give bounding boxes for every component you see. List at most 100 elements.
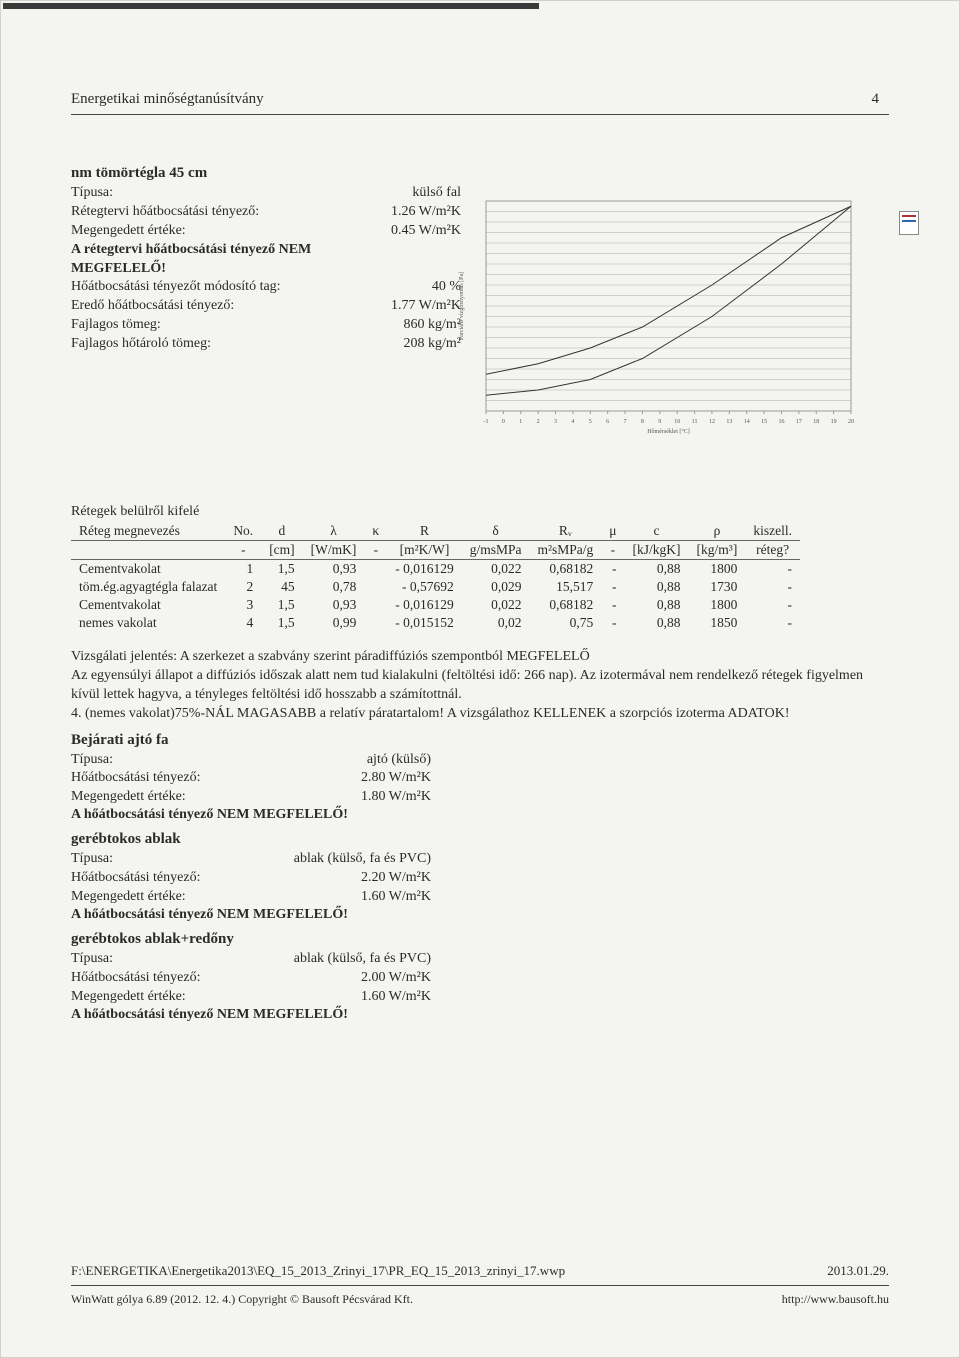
- svg-text:15: 15: [761, 419, 767, 425]
- property-row: Típusa:ablak (külső, fa és PVC): [71, 950, 889, 969]
- property-row: Típusa:ajtó (külső): [71, 751, 889, 770]
- header-rule: [71, 114, 889, 115]
- property-value: 1.77 W/m²K: [321, 297, 461, 316]
- page-number: 4: [872, 91, 880, 108]
- property-value: 1.26 W/m²K: [321, 203, 461, 222]
- property-label: Típusa:: [71, 184, 321, 203]
- property-label: Hőátbocsátási tényező:: [71, 869, 261, 888]
- svg-text:9: 9: [658, 419, 661, 425]
- property-label: Hőátbocsátási tényezőt módosító tag:: [71, 278, 321, 297]
- property-value: 1.60 W/m²K: [261, 988, 431, 1007]
- footer-filepath: F:\ENERGETIKA\Energetika2013\EQ_15_2013_…: [71, 1263, 565, 1279]
- property-label: Megengedett értéke:: [71, 888, 261, 907]
- svg-text:11: 11: [692, 419, 698, 425]
- block-title: gerébtokos ablak+redőny: [71, 931, 889, 948]
- svg-text:Hőmérséklet [°C]: Hőmérséklet [°C]: [647, 428, 690, 435]
- scan-edge: [3, 3, 539, 9]
- report-note: Vizsgálati jelentés: A szerkezet a szabv…: [71, 648, 889, 724]
- property-label: Megengedett értéke:: [71, 988, 261, 1007]
- page-footer: F:\ENERGETIKA\Energetika2013\EQ_15_2013_…: [71, 1263, 889, 1307]
- property-label: Hőátbocsátási tényező:: [71, 969, 261, 988]
- report-line-2: Az egyensúlyi állapot a diffúziós idősza…: [71, 667, 889, 705]
- svg-text:12: 12: [709, 419, 715, 425]
- property-label: Eredő hőátbocsátási tényező:: [71, 297, 321, 316]
- property-label: Megengedett értéke:: [71, 788, 261, 807]
- svg-text:2: 2: [537, 419, 540, 425]
- table-row: Cementvakolat31,50,93- 0,0161290,0220,68…: [71, 596, 800, 614]
- table-row: töm.ég.agyagtégla falazat2450,78- 0,5769…: [71, 578, 800, 596]
- svg-text:14: 14: [744, 419, 750, 425]
- property-value: 860 kg/m²: [321, 316, 461, 335]
- svg-text:16: 16: [778, 419, 784, 425]
- table-body: Cementvakolat11,50,93- 0,0161290,0220,68…: [71, 560, 800, 633]
- property-label: Típusa:: [71, 950, 261, 969]
- svg-text:4: 4: [571, 419, 574, 425]
- block-title: Bejárati ajtó fa: [71, 732, 889, 749]
- block-footer: A hőátbocsátási tényező NEM MEGFELELŐ!: [71, 807, 889, 823]
- report-line-1: Vizsgálati jelentés: A szerkezet a szabv…: [71, 648, 889, 667]
- report-line-3: 4. (nemes vakolat)75%-NÁL MAGASABB a rel…: [71, 705, 889, 724]
- svg-text:7: 7: [624, 419, 627, 425]
- property-row: Hőátbocsátási tényező:2.20 W/m²K: [71, 869, 889, 888]
- property-label: Megengedett értéke:: [71, 222, 321, 241]
- block-footer: A hőátbocsátási tényező NEM MEGFELELŐ!: [71, 1007, 889, 1023]
- property-label: Fajlagos tömeg:: [71, 316, 321, 335]
- svg-text:8: 8: [641, 419, 644, 425]
- footer-rule: [71, 1285, 889, 1286]
- svg-text:3: 3: [554, 419, 557, 425]
- property-row: Megengedett értéke:1.80 W/m²K: [71, 788, 889, 807]
- property-row: Hőátbocsátási tényező:2.80 W/m²K: [71, 769, 889, 788]
- svg-text:6: 6: [606, 419, 609, 425]
- component-blocks: Bejárati ajtó faTípusa:ajtó (külső)Hőátb…: [71, 732, 889, 1023]
- svg-text:0: 0: [502, 419, 505, 425]
- svg-text:20: 20: [848, 419, 854, 425]
- footer-date: 2013.01.29.: [827, 1263, 889, 1279]
- property-value: 2.20 W/m²K: [261, 869, 431, 888]
- svg-text:13: 13: [726, 419, 732, 425]
- property-label: Fajlagos hőtároló tömeg:: [71, 335, 321, 354]
- property-value: ablak (külső, fa és PVC): [261, 950, 431, 969]
- svg-text:Parciális vízgőznyomás [Pa]: Parciális vízgőznyomás [Pa]: [459, 272, 465, 340]
- layers-title: Rétegek belülről kifelé: [71, 504, 889, 520]
- table-units-row: -[cm][W/mK]-[m²K/W]g/msMPam²sMPa/g-[kJ/k…: [71, 541, 800, 560]
- property-value: 1.60 W/m²K: [261, 888, 431, 907]
- property-value: külső fal: [321, 184, 461, 203]
- property-row: Típusa:ablak (külső, fa és PVC): [71, 850, 889, 869]
- svg-text:-1: -1: [484, 419, 489, 425]
- footer-software: WinWatt gólya 6.89 (2012. 12. 4.) Copyri…: [71, 1292, 413, 1307]
- table-row: Cementvakolat11,50,93- 0,0161290,0220,68…: [71, 560, 800, 579]
- chart-svg: -101234567891011121314151617181920Hőmérs…: [451, 191, 861, 441]
- property-value: ajtó (külső): [261, 751, 431, 770]
- property-row: Megengedett értéke:1.60 W/m²K: [71, 988, 889, 1007]
- property-value: 208 kg/m²: [321, 335, 461, 354]
- property-value: 2.00 W/m²K: [261, 969, 431, 988]
- property-value: 1.80 W/m²K: [261, 788, 431, 807]
- property-value: 2.80 W/m²K: [261, 769, 431, 788]
- property-label: Típusa:: [71, 850, 261, 869]
- table-row: nemes vakolat41,50,99- 0,0151520,020,75-…: [71, 614, 800, 632]
- property-value: 0.45 W/m²K: [321, 222, 461, 241]
- property-label: Rétegtervi hőátbocsátási tényező:: [71, 203, 321, 222]
- table-head-row: Réteg megnevezésNo.dλκRδRᵥμcρkiszell.: [71, 522, 800, 541]
- property-row: Hőátbocsátási tényező:2.00 W/m²K: [71, 969, 889, 988]
- property-row: Megengedett értéke:1.60 W/m²K: [71, 888, 889, 907]
- property-label: Típusa:: [71, 751, 261, 770]
- block-title: gerébtokos ablak: [71, 831, 889, 848]
- wall-title: nm tömörtégla 45 cm: [71, 165, 889, 182]
- svg-text:5: 5: [589, 419, 592, 425]
- chart-legend-icon: [899, 211, 919, 235]
- svg-text:1: 1: [519, 419, 522, 425]
- svg-text:18: 18: [813, 419, 819, 425]
- block-footer: A hőátbocsátási tényező NEM MEGFELELŐ!: [71, 907, 889, 923]
- property-value: [321, 241, 461, 279]
- svg-text:17: 17: [796, 419, 802, 425]
- property-label: A rétegtervi hőátbocsátási tényező NEM M…: [71, 241, 321, 279]
- page-header: Energetikai minőségtanúsítvány: [71, 91, 889, 108]
- document-page: Energetikai minőségtanúsítvány 4 nm tömö…: [0, 0, 960, 1358]
- property-label: Hőátbocsátási tényező:: [71, 769, 261, 788]
- footer-url: http://www.bausoft.hu: [782, 1292, 889, 1307]
- layers-table: Réteg megnevezésNo.dλκRδRᵥμcρkiszell. -[…: [71, 522, 800, 632]
- property-value: ablak (külső, fa és PVC): [261, 850, 431, 869]
- svg-text:10: 10: [674, 419, 680, 425]
- vapour-pressure-chart: -101234567891011121314151617181920Hőmérs…: [451, 191, 861, 441]
